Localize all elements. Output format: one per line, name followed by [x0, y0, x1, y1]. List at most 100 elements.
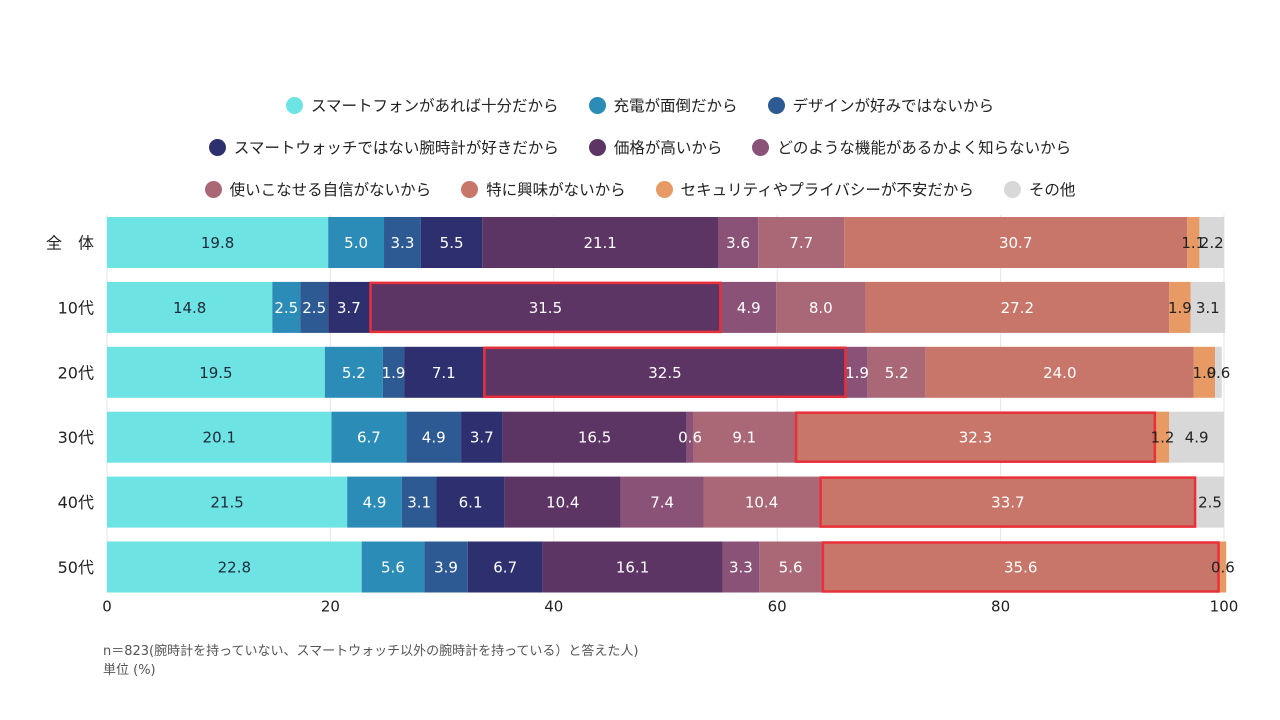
- legend-swatch-icon: [767, 96, 785, 114]
- legend-swatch-icon: [285, 96, 303, 114]
- data-label: 16.5: [578, 429, 611, 447]
- data-label: 20.1: [203, 429, 236, 447]
- data-label: 3.6: [726, 234, 750, 252]
- bar-segment: [795, 411, 1156, 463]
- bar-segment: [1199, 217, 1224, 268]
- sample-note: n＝823(腕時計を持っていない、スマートウォッチ以外の腕時計を持っている）と答…: [103, 644, 639, 659]
- bar-segment: [347, 476, 402, 528]
- data-label: 3.7: [337, 299, 361, 317]
- tick-label: 40: [544, 598, 563, 616]
- data-label: 3.3: [729, 559, 753, 577]
- bar-segment: [844, 217, 1188, 268]
- category-label: 40代: [58, 493, 94, 512]
- category-axis: 全 体 10代 20代 30代 40代 50代: [46, 234, 94, 578]
- chart-legend: スマートフォンがあれば十分だから 充電が面倒だから デザインが好みではないから スマー…: [0, 84, 1280, 210]
- data-label: 3.9: [434, 559, 458, 577]
- data-label: 10.4: [546, 494, 579, 512]
- bar-segment: [401, 476, 437, 528]
- bar-segment: [361, 541, 425, 593]
- data-label: 5.2: [885, 364, 909, 382]
- highlight-box: [821, 541, 1220, 593]
- legend-swatch-icon: [208, 138, 226, 156]
- bars: [107, 217, 1227, 593]
- data-label: 19.5: [199, 364, 232, 382]
- segment-labels: 19.8 5.0 3.3 5.5 21.1 3.6 7.7 30.7 1.12.2 14.8 2.5…: [173, 234, 1235, 577]
- data-label: 6.7: [493, 559, 517, 577]
- bar-segment: [331, 411, 407, 463]
- data-label: 0.6: [1206, 364, 1230, 382]
- bar-segment: [436, 476, 505, 528]
- bar-segment: [467, 541, 543, 593]
- data-label: 10.4: [745, 494, 778, 512]
- tick-label: 0: [102, 598, 112, 616]
- bar-segment: [502, 411, 687, 463]
- data-label: 22.8: [218, 559, 251, 577]
- data-label: 1.9: [1193, 364, 1217, 382]
- data-label: 2.5: [1198, 494, 1222, 512]
- value-axis: 0 20 40 60 80 100: [102, 598, 1238, 616]
- tick-label: 100: [1210, 598, 1239, 616]
- bar-segment: [420, 217, 483, 268]
- highlight-boxes: [369, 281, 1220, 593]
- data-label: 6.7: [357, 429, 381, 447]
- data-label: 16.1: [616, 559, 649, 577]
- bar-segment: [107, 281, 273, 333]
- legend-label: 充電が面倒だから: [613, 97, 738, 115]
- bar-segment: [406, 411, 462, 463]
- legend-label: スマートフォンがあれば十分だから: [310, 97, 559, 115]
- bar-segment: [1155, 411, 1170, 463]
- data-label: 4.9: [422, 429, 446, 447]
- legend-item: 特に興味がないから: [461, 178, 626, 200]
- legend-row: 使いこなせる自信がないから 特に興味がないから セキュリティやプライバシーが不安だか…: [0, 168, 1280, 210]
- data-label: 3.3: [391, 234, 415, 252]
- gridlines: [106, 215, 1225, 593]
- bar-segment: [424, 541, 468, 593]
- tick-label: 20: [321, 598, 340, 616]
- bar-segment: [759, 541, 822, 593]
- legend-label: どのような機能があるかよく知らないから: [777, 139, 1072, 157]
- data-label: 4.9: [737, 299, 761, 317]
- legend-item: スマートフォンがあれば十分だから: [285, 94, 559, 116]
- data-label: 24.0: [1043, 364, 1076, 382]
- bar-segment: [1215, 346, 1222, 398]
- category-label: 10代: [58, 298, 94, 317]
- legend-item: 使いこなせる自信がないから: [204, 178, 431, 200]
- bar-segment: [542, 541, 723, 593]
- legend-swatch-icon: [752, 138, 770, 156]
- bar-segment: [776, 281, 866, 333]
- category-label: 全 体: [46, 234, 94, 253]
- data-label: 21.5: [210, 494, 243, 512]
- highlight-box: [483, 346, 847, 399]
- bar-segment: [300, 281, 329, 333]
- legend-swatch-icon: [588, 138, 606, 156]
- bar-segment: [328, 217, 385, 268]
- category-label: 50代: [58, 558, 94, 577]
- data-label: 21.1: [583, 234, 616, 252]
- data-label: 6.1: [459, 494, 483, 512]
- bar-segment: [1196, 476, 1224, 528]
- legend-row: スマートウォッチではない腕時計が好きだから 価格が高いから どのような機能があるかよ…: [0, 126, 1280, 168]
- data-label: 8.0: [809, 299, 833, 317]
- data-label: 1.9: [845, 364, 869, 382]
- bar-segment: [107, 411, 332, 463]
- data-label: 1.2: [1151, 429, 1175, 447]
- bar-segment: [369, 281, 722, 333]
- data-label: 5.5: [440, 234, 464, 252]
- data-label: 5.6: [381, 559, 405, 577]
- bar-segment: [821, 541, 1220, 593]
- bar-segment: [461, 411, 503, 463]
- bar-segment: [324, 346, 383, 398]
- bar-segment: [107, 217, 329, 268]
- bar-segment: [1190, 281, 1226, 333]
- bar-segment: [107, 541, 362, 593]
- data-label: 7.4: [650, 494, 674, 512]
- bar-segment: [504, 476, 621, 528]
- data-label: 5.6: [779, 559, 803, 577]
- legend-swatch-icon: [461, 180, 479, 198]
- data-label: 31.5: [529, 299, 562, 317]
- bar-segment: [1169, 281, 1191, 333]
- data-label: 0.6: [1211, 559, 1235, 577]
- bar-segment: [1187, 217, 1200, 268]
- legend-item: セキュリティやプライバシーが不安だから: [655, 178, 974, 200]
